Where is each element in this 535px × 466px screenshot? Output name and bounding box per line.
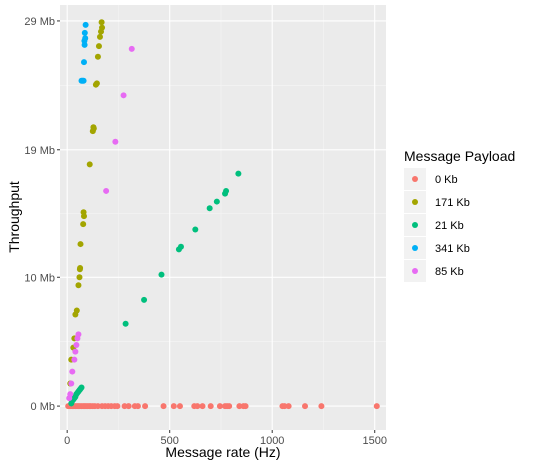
x-tick-label: 0 bbox=[64, 435, 70, 447]
data-point bbox=[72, 348, 79, 355]
data-point bbox=[194, 403, 201, 410]
data-point bbox=[213, 198, 220, 205]
data-point bbox=[96, 33, 103, 40]
data-point bbox=[177, 243, 184, 250]
data-points bbox=[65, 19, 380, 410]
plot-panel bbox=[60, 5, 386, 430]
data-point bbox=[73, 342, 80, 348]
data-point bbox=[90, 124, 97, 131]
data-point bbox=[98, 19, 105, 26]
data-point bbox=[99, 24, 106, 31]
data-point bbox=[75, 282, 82, 289]
data-point bbox=[134, 403, 141, 410]
data-point bbox=[199, 403, 206, 410]
data-point bbox=[80, 221, 87, 228]
data-point bbox=[76, 274, 83, 281]
data-point bbox=[80, 209, 87, 216]
data-point bbox=[75, 331, 82, 338]
data-point bbox=[93, 80, 100, 87]
data-point bbox=[160, 403, 167, 410]
data-point bbox=[235, 170, 242, 177]
data-point bbox=[82, 35, 89, 42]
legend-title: Message Payload bbox=[404, 148, 515, 164]
x-tick-label: 1000 bbox=[260, 435, 284, 447]
data-point bbox=[80, 59, 87, 66]
data-point bbox=[77, 264, 84, 271]
data-point bbox=[80, 77, 87, 84]
y-tick-label: 0 Mb bbox=[31, 401, 55, 413]
data-point bbox=[158, 271, 165, 278]
data-point bbox=[67, 391, 74, 398]
legend-key-symbol bbox=[412, 245, 418, 251]
data-point bbox=[285, 403, 292, 410]
legend-label: 85 Kb bbox=[435, 266, 464, 278]
series-85-kb bbox=[66, 45, 135, 402]
data-point bbox=[226, 403, 233, 410]
data-point bbox=[170, 403, 177, 410]
data-point bbox=[82, 21, 89, 28]
legend: Message Payload 0 Kb 171 Kb 21 Kb 341 Kb 85 … bbox=[404, 148, 515, 282]
data-point bbox=[236, 403, 243, 410]
x-axis-title: Message rate (Hz) bbox=[165, 444, 280, 460]
y-tick-label: 19 Mb bbox=[24, 145, 55, 157]
data-point bbox=[103, 187, 110, 194]
data-point bbox=[112, 138, 119, 145]
data-point bbox=[206, 205, 213, 212]
legend-key-symbol bbox=[412, 222, 418, 228]
data-point bbox=[73, 307, 80, 314]
data-point bbox=[128, 45, 135, 52]
series-341-kb bbox=[78, 21, 89, 84]
data-point bbox=[281, 403, 288, 410]
legend-key-symbol bbox=[412, 199, 418, 205]
data-point bbox=[125, 403, 132, 410]
data-point bbox=[94, 403, 101, 410]
y-tick-label: 29 Mb bbox=[24, 16, 55, 28]
data-point bbox=[318, 403, 325, 410]
data-point bbox=[122, 320, 129, 327]
y-tick-label: 10 Mb bbox=[24, 272, 55, 284]
data-point bbox=[216, 403, 223, 410]
legend-label: 21 Kb bbox=[435, 220, 464, 232]
data-point bbox=[242, 403, 249, 410]
data-point bbox=[302, 403, 309, 410]
data-point bbox=[192, 226, 199, 233]
y-axis-ticks: 0 Mb 10 Mb 19 Mb 29 Mb bbox=[24, 16, 60, 413]
data-point bbox=[95, 43, 102, 50]
legend-items: 0 Kb 171 Kb 21 Kb 341 Kb 85 Kb bbox=[404, 168, 470, 282]
data-point bbox=[373, 403, 380, 410]
data-point bbox=[77, 241, 84, 248]
data-point bbox=[71, 356, 78, 363]
legend-key-symbol bbox=[412, 176, 418, 182]
series-21-kb bbox=[68, 170, 242, 407]
data-point bbox=[94, 53, 101, 60]
legend-key-symbol bbox=[412, 268, 418, 274]
data-point bbox=[114, 403, 121, 410]
x-axis-ticks: 0 500 1000 1500 bbox=[64, 430, 387, 447]
legend-label: 0 Kb bbox=[435, 174, 458, 186]
data-point bbox=[207, 403, 214, 410]
data-point bbox=[68, 380, 75, 387]
data-point bbox=[120, 92, 127, 99]
data-point bbox=[81, 29, 88, 36]
x-tick-label: 500 bbox=[161, 435, 179, 447]
data-point bbox=[121, 403, 128, 410]
data-point bbox=[78, 384, 85, 391]
data-point bbox=[69, 368, 76, 375]
legend-label: 171 Kb bbox=[435, 197, 470, 209]
data-point bbox=[142, 403, 149, 410]
data-point bbox=[223, 187, 230, 194]
y-axis-title: Throughput bbox=[6, 181, 22, 253]
data-point bbox=[176, 403, 183, 410]
x-tick-label: 1500 bbox=[362, 435, 386, 447]
data-point bbox=[141, 296, 148, 303]
series-171-kb bbox=[67, 19, 106, 387]
legend-label: 341 Kb bbox=[435, 243, 470, 255]
data-point bbox=[86, 161, 93, 168]
